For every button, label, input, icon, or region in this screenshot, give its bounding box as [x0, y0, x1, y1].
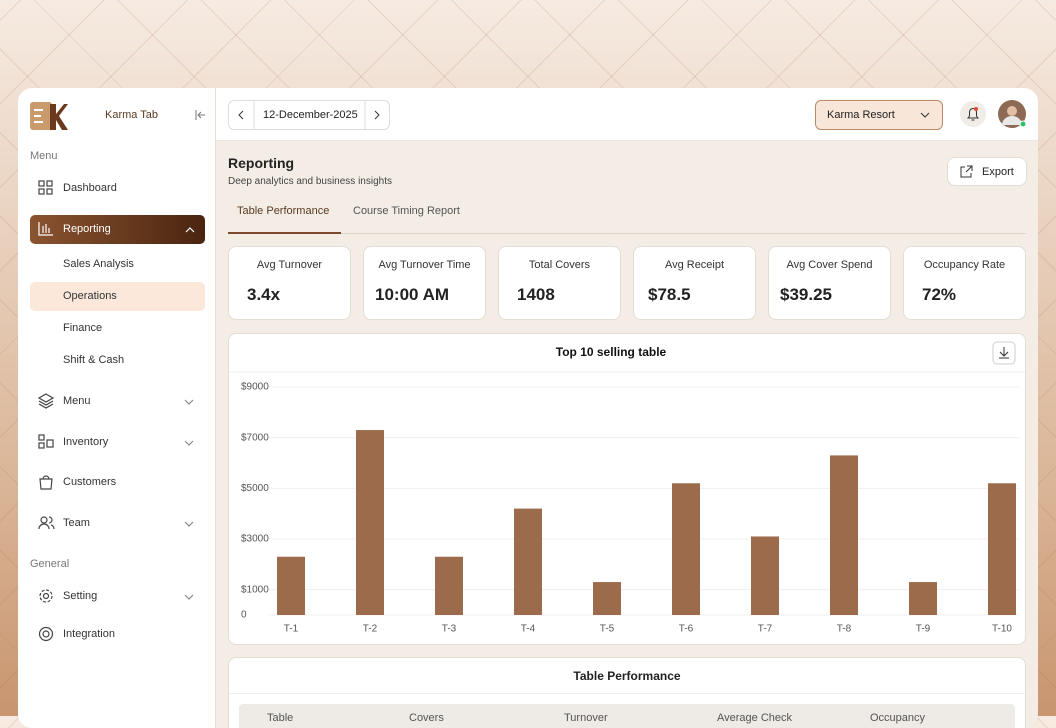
kpi-value: $39.25: [780, 285, 832, 304]
kpi-label: Occupancy Rate: [923, 259, 1006, 271]
venue-select[interactable]: Karma Resort: [815, 100, 943, 130]
x-tick-label: T-5: [600, 624, 615, 635]
x-tick-label: T-2: [363, 624, 378, 635]
column-header[interactable]: Average Check: [717, 712, 793, 724]
tab-rule: [228, 233, 1026, 234]
nav-subitem[interactable]: Operations: [63, 290, 117, 302]
kpi-card: Avg Receipt $78.5: [633, 246, 756, 320]
active-item-bg: [30, 215, 205, 244]
chart-title: Top 10 selling table: [556, 345, 667, 359]
bar: [830, 455, 858, 615]
download-button[interactable]: [992, 341, 1016, 365]
tab-underline: [228, 232, 341, 234]
table-title: Table Performance: [573, 669, 681, 683]
logo-icon: [30, 102, 68, 130]
bar: [356, 430, 384, 615]
page-title: Reporting: [228, 155, 295, 171]
x-tick-label: T-3: [442, 624, 457, 635]
y-tick-label: $7000: [241, 432, 269, 443]
y-tick-label: $1000: [241, 584, 269, 595]
bar: [988, 483, 1016, 615]
bar: [435, 556, 463, 615]
nav-item[interactable]: Menu: [63, 395, 91, 407]
app-window: Karma Tab Menu Dashboard Reporting Sales…: [18, 88, 1038, 728]
user-controls[interactable]: [956, 99, 1038, 131]
nav-item[interactable]: Reporting: [63, 223, 111, 235]
export-button[interactable]: Export: [947, 157, 1027, 186]
x-tick-label: T-9: [916, 624, 931, 635]
nav-subitem[interactable]: Shift & Cash: [63, 354, 125, 366]
x-tick-label: T-10: [992, 624, 1012, 635]
date-picker[interactable]: 12-December-2025: [228, 100, 390, 130]
tab-active[interactable]: Table Performance: [237, 205, 330, 217]
column-header[interactable]: Turnover: [564, 712, 608, 724]
kpi-value: 10:00 AM: [375, 285, 450, 304]
venue-text: Karma Resort: [827, 109, 895, 121]
date-arrows: [238, 101, 380, 129]
top-bar: 12-December-2025 Karma Resort: [216, 88, 1038, 141]
export-label: Export: [982, 166, 1014, 178]
bar: [909, 582, 937, 615]
logo: [30, 100, 68, 132]
kpi-label: Avg Cover Spend: [786, 259, 873, 271]
chart-card: Top 10 selling table 0 $1000 $3000 $5000 $70…: [228, 333, 1026, 645]
y-tick-label: 0: [241, 610, 247, 621]
x-tick-label: T-1: [284, 624, 299, 635]
export-icon: [960, 165, 973, 178]
kpi-card: Occupancy Rate 72%: [903, 246, 1026, 320]
y-tick-label: $3000: [241, 534, 269, 545]
bar: [277, 556, 305, 615]
column-header[interactable]: Covers: [409, 712, 444, 724]
kpi-label: Total Covers: [528, 259, 591, 271]
column-header[interactable]: Occupancy: [870, 712, 926, 724]
kpi-label: Avg Receipt: [664, 259, 725, 271]
chevron: [920, 112, 930, 118]
table-card: Table Performance Table Covers Turnover …: [228, 657, 1026, 728]
kpi-label: Avg Turnover Time: [378, 259, 471, 271]
kpi-value: 72%: [922, 285, 957, 304]
nav-subitem[interactable]: Finance: [63, 322, 103, 334]
tab[interactable]: Course Timing Report: [353, 205, 460, 217]
kpi-card: Avg Cover Spend $39.25: [768, 246, 891, 320]
date-text: 12-December-2025: [263, 109, 358, 121]
kpi-value: 1408: [517, 285, 555, 304]
nav-item[interactable]: Setting: [63, 590, 98, 602]
bar: [514, 508, 542, 615]
nav-item[interactable]: Inventory: [63, 436, 109, 448]
brand-name: Karma Tab: [105, 109, 158, 121]
kpi-label: Avg Turnover: [256, 259, 323, 271]
nav-icons: [37, 180, 195, 642]
kpi-card: Avg Turnover Time 10:00 AM: [363, 246, 486, 320]
nav-item[interactable]: Customers: [63, 476, 117, 488]
table-header-row: Table Covers Turnover Average Check Occu…: [239, 704, 1015, 728]
x-tick-label: T-4: [521, 624, 536, 635]
bar: [672, 483, 700, 615]
nav-item[interactable]: Dashboard: [63, 182, 117, 194]
nav-subitem[interactable]: Sales Analysis: [63, 258, 134, 270]
x-tick-label: T-8: [837, 624, 852, 635]
chart: Top 10 selling table 0 $1000 $3000 $5000 $70…: [229, 341, 1025, 635]
bar: [593, 582, 621, 615]
nav-item[interactable]: Team: [63, 517, 90, 529]
collapse-button[interactable]: [194, 109, 206, 121]
nav-item[interactable]: Integration: [63, 628, 115, 640]
menu-heading: Menu: [30, 150, 58, 162]
general-heading: General: [30, 558, 70, 570]
kpi-value: 3.4x: [247, 285, 281, 304]
page-subtitle: Deep analytics and business insights: [228, 176, 392, 187]
kpi-card: Total Covers 1408: [498, 246, 621, 320]
kpi-value: $78.5: [648, 285, 691, 304]
x-tick-label: T-7: [758, 624, 773, 635]
active-subitem-bg: [30, 282, 205, 311]
bar: [751, 536, 779, 615]
sidebar: Karma Tab Menu Dashboard Reporting Sales…: [18, 88, 216, 728]
y-tick-label: $9000: [241, 382, 269, 393]
table-rule: [229, 693, 1025, 694]
column-header[interactable]: Table: [267, 712, 294, 724]
kpi-card: Avg Turnover 3.4x: [228, 246, 351, 320]
y-tick-label: $5000: [241, 483, 269, 494]
x-tick-label: T-6: [679, 624, 694, 635]
